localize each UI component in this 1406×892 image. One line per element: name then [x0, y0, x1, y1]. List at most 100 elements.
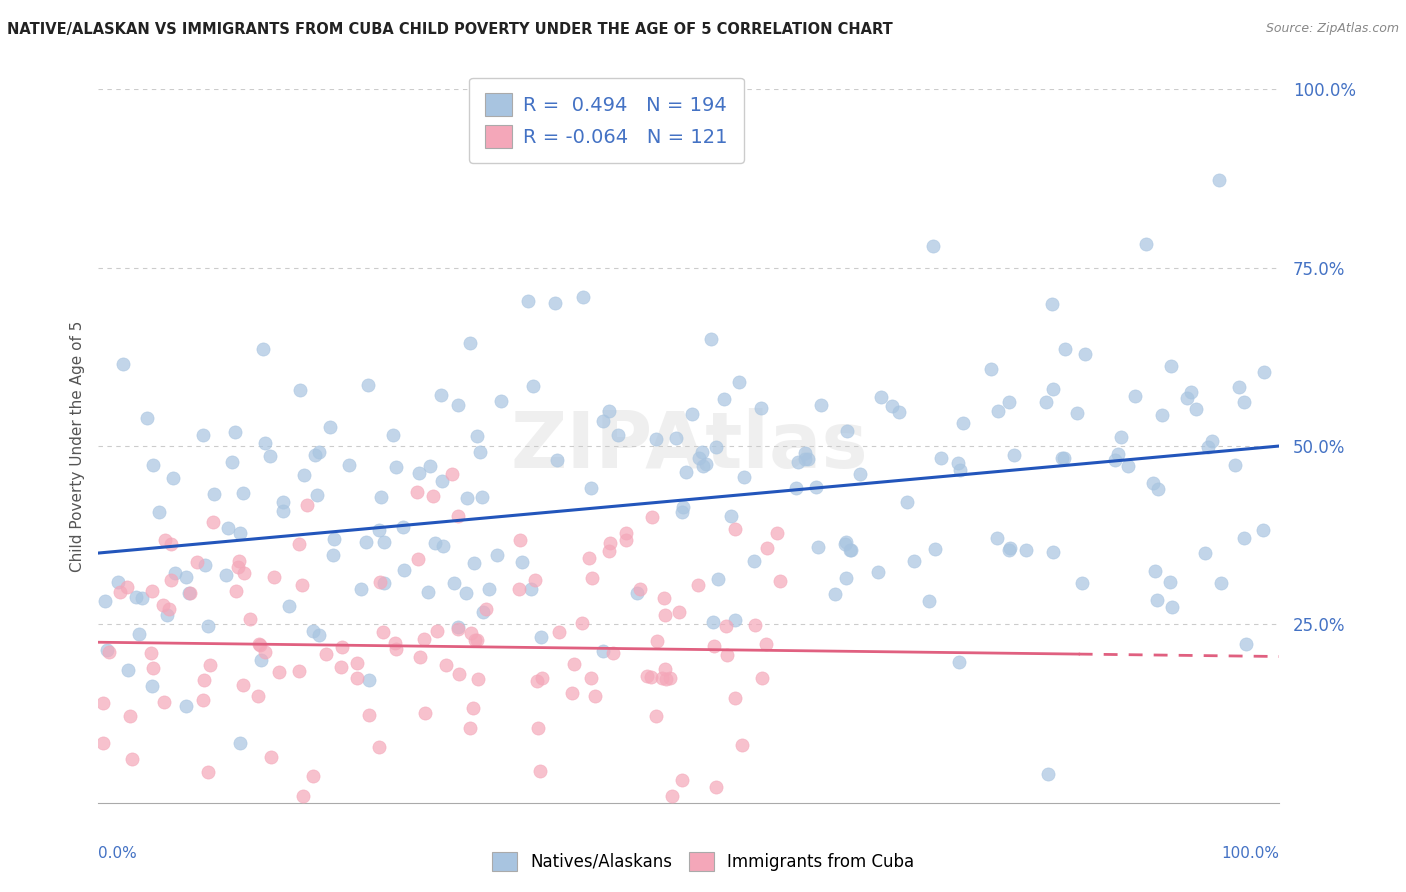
- Point: [654, 662, 676, 676]
- Point: [304, 448, 326, 462]
- Point: [1227, 380, 1250, 394]
- Point: [1123, 389, 1146, 403]
- Point: [835, 534, 858, 549]
- Point: [1233, 395, 1256, 409]
- Point: [434, 658, 457, 673]
- Point: [849, 467, 872, 482]
- Point: [1050, 450, 1073, 465]
- Point: [271, 494, 294, 508]
- Point: [948, 456, 970, 470]
- Point: [359, 707, 381, 722]
- Point: [406, 485, 429, 500]
- Point: [526, 673, 548, 688]
- Point: [232, 678, 254, 692]
- Point: [797, 452, 820, 467]
- Point: [896, 495, 918, 509]
- Point: [1070, 576, 1092, 591]
- Point: [602, 646, 624, 660]
- Point: [641, 509, 664, 524]
- Point: [714, 619, 737, 633]
- Point: [373, 576, 395, 591]
- Point: [702, 615, 724, 629]
- Point: [239, 612, 262, 626]
- Point: [368, 523, 391, 537]
- Point: [929, 451, 952, 466]
- Text: 100.0%: 100.0%: [1222, 846, 1279, 861]
- Point: [1111, 430, 1133, 444]
- Point: [1144, 565, 1167, 579]
- Point: [581, 482, 603, 496]
- Point: [647, 634, 669, 648]
- Point: [756, 541, 779, 555]
- Point: [716, 648, 738, 662]
- Point: [406, 552, 429, 566]
- Point: [120, 709, 142, 723]
- Point: [416, 585, 439, 599]
- Point: [346, 656, 368, 670]
- Point: [592, 414, 614, 428]
- Point: [486, 549, 509, 563]
- Point: [839, 543, 862, 558]
- Point: [785, 481, 807, 495]
- Point: [287, 665, 309, 679]
- Point: [866, 565, 889, 579]
- Point: [115, 581, 138, 595]
- Point: [408, 466, 430, 480]
- Point: [160, 537, 183, 551]
- Point: [215, 568, 238, 582]
- Point: [141, 584, 163, 599]
- Point: [707, 572, 730, 586]
- Point: [562, 657, 585, 671]
- Point: [522, 379, 544, 393]
- Point: [652, 591, 675, 605]
- Point: [225, 583, 247, 598]
- Point: [128, 627, 150, 641]
- Point: [675, 465, 697, 479]
- Point: [467, 672, 489, 686]
- Point: [94, 594, 117, 608]
- Point: [1040, 296, 1063, 310]
- Point: [447, 398, 470, 412]
- Point: [426, 624, 449, 638]
- Point: [1201, 434, 1223, 448]
- Point: [197, 618, 219, 632]
- Point: [671, 772, 693, 787]
- Point: [392, 519, 415, 533]
- Point: [152, 599, 174, 613]
- Point: [1000, 541, 1022, 555]
- Point: [887, 405, 910, 419]
- Point: [454, 585, 477, 599]
- Point: [509, 123, 531, 137]
- Point: [720, 508, 742, 523]
- Point: [346, 671, 368, 685]
- Point: [337, 458, 360, 472]
- Point: [665, 431, 688, 445]
- Point: [269, 665, 291, 679]
- Point: [520, 582, 543, 596]
- Point: [468, 445, 491, 459]
- Point: [508, 582, 530, 596]
- Point: [330, 660, 353, 674]
- Point: [1107, 447, 1129, 461]
- Point: [156, 607, 179, 622]
- Point: [509, 533, 531, 547]
- Point: [987, 403, 1010, 417]
- Point: [1042, 545, 1064, 559]
- Point: [322, 549, 344, 563]
- Point: [1211, 576, 1233, 591]
- Point: [1208, 172, 1230, 186]
- Point: [202, 515, 225, 529]
- Point: [1160, 359, 1182, 373]
- Point: [323, 533, 346, 547]
- Point: [141, 679, 163, 693]
- Point: [371, 624, 394, 639]
- Point: [700, 332, 723, 346]
- Point: [636, 668, 658, 682]
- Point: [96, 643, 118, 657]
- Point: [98, 644, 121, 658]
- Point: [249, 638, 271, 652]
- Point: [686, 578, 709, 592]
- Point: [432, 474, 454, 488]
- Point: [368, 739, 391, 754]
- Point: [571, 616, 593, 631]
